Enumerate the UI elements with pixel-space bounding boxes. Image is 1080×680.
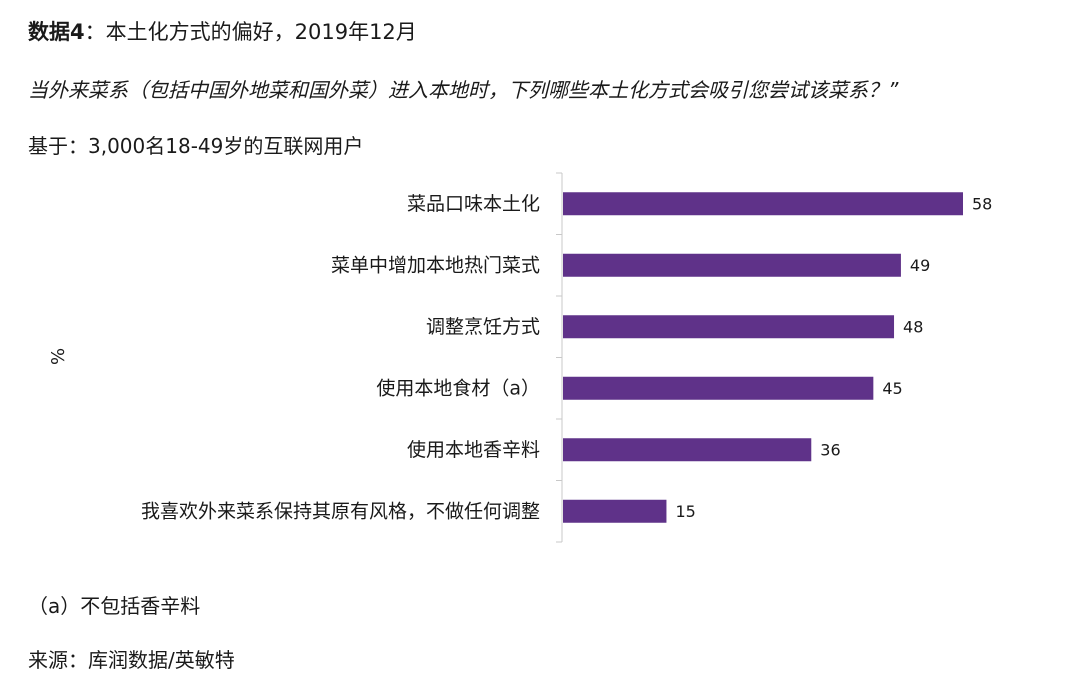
- data-label: 58: [972, 194, 992, 213]
- category-label: 使用本地香辛料: [407, 439, 540, 461]
- chart-title-rest: ：本土化方式的偏好，2019年12月: [84, 20, 417, 44]
- category-label: 调整烹饪方式: [426, 316, 540, 338]
- category-label: 菜品口味本土化: [407, 193, 540, 215]
- bar: [563, 499, 667, 523]
- data-label: 15: [675, 502, 695, 521]
- bar: [563, 315, 895, 339]
- survey-question: 当外来菜系（包括中国外地菜和国外菜）进入本地时，下列哪些本土化方式会吸引您尝试该…: [28, 78, 899, 102]
- bar: [563, 253, 901, 277]
- bar: [563, 438, 812, 462]
- category-label: 我喜欢外来菜系保持其原有风格，不做任何调整: [141, 500, 540, 522]
- category-label: 菜单中增加本地热门菜式: [331, 254, 540, 276]
- data-label: 48: [903, 317, 923, 336]
- chart-title-prefix: 数据4: [28, 20, 85, 44]
- category-label: 使用本地食材（a）: [376, 377, 540, 399]
- bar: [563, 376, 874, 400]
- chart-title: 数据4：本土化方式的偏好，2019年12月: [28, 16, 417, 46]
- data-label: 49: [910, 256, 930, 275]
- data-label: 45: [882, 379, 902, 398]
- source-note: 来源：库润数据/英敏特: [28, 648, 235, 672]
- survey-base: 基于：3,000名18-49岁的互联网用户: [28, 134, 364, 158]
- data-label: 36: [820, 440, 840, 459]
- bar: [563, 192, 963, 216]
- footnote: （a）不包括香辛料: [28, 594, 201, 618]
